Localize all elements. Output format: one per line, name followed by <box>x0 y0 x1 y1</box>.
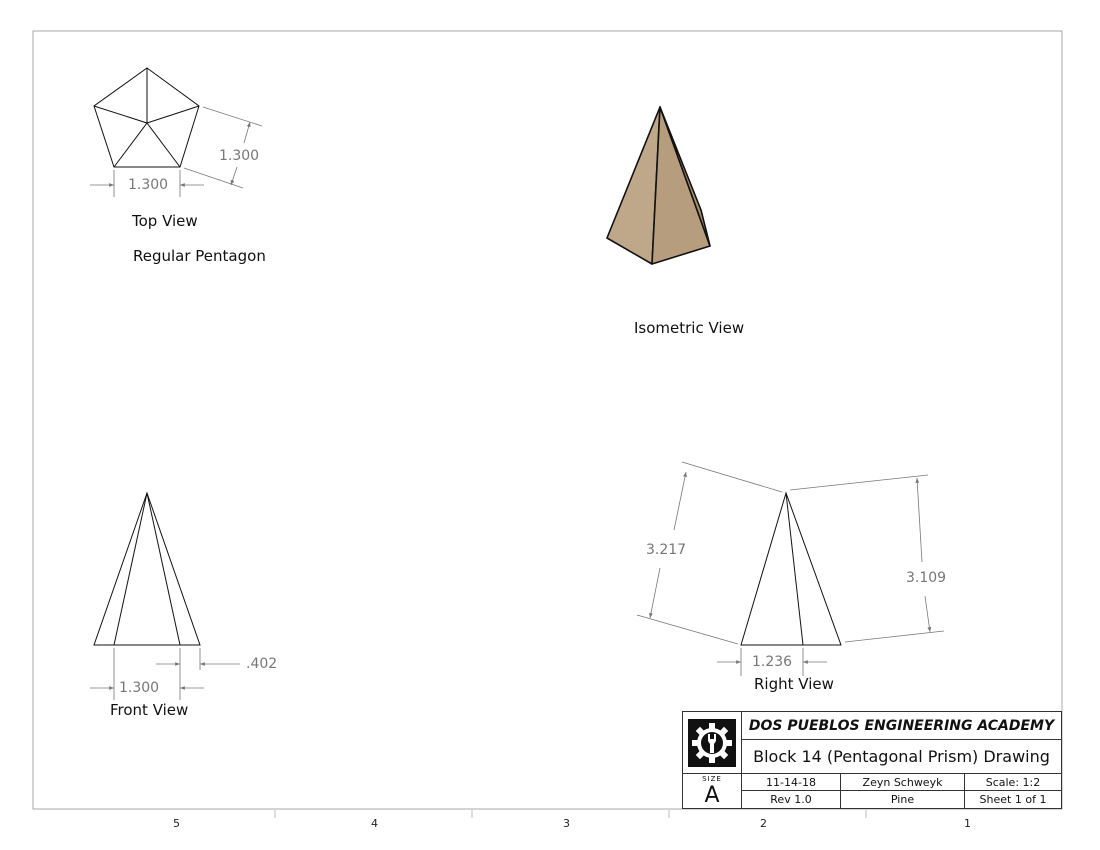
isometric-view-label: Isometric View <box>634 319 745 337</box>
right-view-triangle <box>740 491 842 646</box>
front-view-dimensions <box>90 648 240 700</box>
zone-ticks <box>274 810 867 818</box>
date-cell: 11-14-18 <box>742 774 841 791</box>
isometric-view-pyramid <box>606 106 711 265</box>
zone-label: 1 <box>964 817 971 830</box>
zone-label: 4 <box>371 817 378 830</box>
author-cell: Zeyn Schweyk <box>841 774 965 791</box>
top-view-dim-width: 1.300 <box>128 177 169 193</box>
zone-label: 5 <box>173 817 180 830</box>
material-cell: Pine <box>841 791 965 808</box>
right-view-dimensions <box>636 461 945 676</box>
organization-name: DOS PUEBLOS ENGINEERING ACADEMY <box>742 712 1061 740</box>
size-label: SIZE <box>702 774 722 783</box>
right-view-dim-height-right: 3.109 <box>906 570 947 586</box>
scale-cell: Scale: 1:2 <box>965 774 1061 791</box>
size-cell: SIZE A <box>683 774 742 808</box>
revision-cell: Rev 1.0 <box>742 791 841 808</box>
drawing-title: Block 14 (Pentagonal Prism) Drawing <box>742 740 1061 774</box>
zone-label: 2 <box>760 817 767 830</box>
top-view-label: Top View <box>132 212 198 230</box>
title-block: DOS PUEBLOS ENGINEERING ACADEMY Block 14… <box>682 711 1062 809</box>
front-view-triangle <box>93 491 201 646</box>
top-view-dim-side: 1.300 <box>219 148 260 164</box>
gear-wrench-logo-icon <box>688 718 736 767</box>
right-view-dim-base: 1.236 <box>752 654 793 670</box>
right-view-dim-height-left: 3.217 <box>646 542 687 558</box>
logo-cell <box>683 712 742 774</box>
right-view-label: Right View <box>754 675 834 693</box>
top-view-dimensions <box>90 106 263 197</box>
front-view-dim-base: 1.300 <box>119 680 160 696</box>
zone-label: 3 <box>563 817 570 830</box>
top-view-pentagon <box>93 67 200 168</box>
front-view-label: Front View <box>110 701 189 719</box>
sheet-border <box>32 30 1063 810</box>
top-view-note: Regular Pentagon <box>133 247 266 265</box>
size-value: A <box>704 782 720 808</box>
front-view-dim-offset: .402 <box>246 656 278 672</box>
sheet-cell: Sheet 1 of 1 <box>979 793 1047 806</box>
